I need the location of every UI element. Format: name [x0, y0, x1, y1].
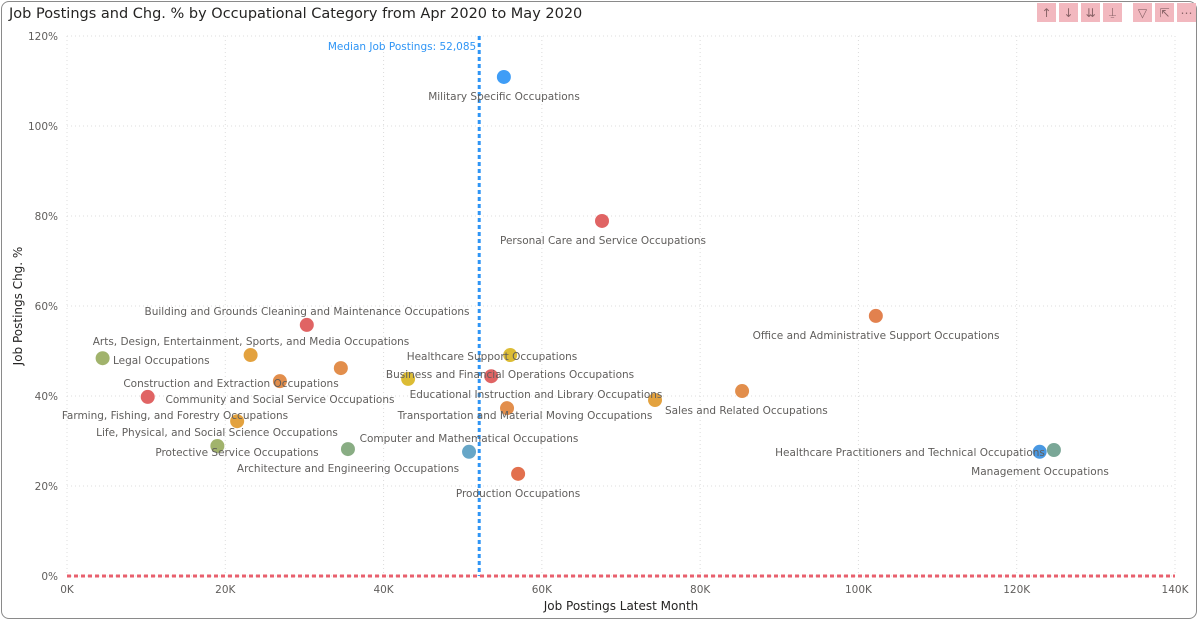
x-tick-label: 100K — [845, 584, 873, 596]
data-point[interactable] — [503, 348, 518, 363]
y-tick-label: 40% — [35, 391, 58, 403]
data-point[interactable] — [462, 444, 477, 459]
y-axis-title: Job Postings Chg. % — [11, 247, 25, 367]
data-label: Legal Occupations — [113, 355, 210, 367]
data-point[interactable] — [511, 466, 526, 481]
data-label: Production Occupations — [456, 488, 580, 500]
data-label: Educational Instruction and Library Occu… — [410, 389, 663, 401]
more-options-icon[interactable]: ⋯ — [1177, 3, 1196, 22]
data-label: Building and Grounds Cleaning and Mainte… — [144, 306, 469, 318]
data-label: Healthcare Practitioners and Technical O… — [775, 447, 1045, 459]
data-point[interactable] — [333, 361, 348, 376]
data-label: Transportation and Material Moving Occup… — [397, 410, 653, 422]
data-point[interactable] — [868, 308, 883, 323]
data-point[interactable] — [299, 317, 314, 332]
focus-mode-icon[interactable]: ⇱ — [1155, 3, 1174, 22]
x-tick-label: 120K — [1003, 584, 1031, 596]
data-point[interactable] — [496, 69, 511, 84]
data-point[interactable] — [735, 384, 750, 399]
x-tick-label: 80K — [690, 584, 711, 596]
expand-hierarchy-icon[interactable]: ⍊ — [1103, 3, 1122, 22]
data-point[interactable] — [595, 213, 610, 228]
data-label: Business and Financial Operations Occupa… — [386, 369, 634, 381]
data-point[interactable] — [401, 371, 416, 386]
x-tick-label: 60K — [532, 584, 553, 596]
data-point[interactable] — [340, 442, 355, 457]
data-label: Arts, Design, Entertainment, Sports, and… — [93, 336, 410, 348]
y-tick-label: 60% — [35, 301, 58, 313]
data-label: Personal Care and Service Occupations — [500, 235, 706, 247]
y-tick-label: 100% — [28, 121, 58, 133]
data-point[interactable] — [272, 374, 287, 389]
data-label: Protective Service Occupations — [155, 447, 318, 459]
y-tick-label: 20% — [35, 481, 58, 493]
double-arrow-down-icon[interactable]: ⇊ — [1081, 3, 1100, 22]
arrow-down-icon[interactable]: ↓ — [1059, 3, 1078, 22]
data-label: Construction and Extraction Occupations — [123, 378, 338, 390]
chart-title: Job Postings and Chg. % by Occupational … — [9, 6, 583, 22]
x-tick-label: 0K — [60, 584, 75, 596]
median-reference-label: Median Job Postings: 52,085 — [328, 41, 476, 53]
x-tick-label: 20K — [215, 584, 236, 596]
data-label: Military Specific Occupations — [428, 91, 580, 103]
data-point[interactable] — [1032, 444, 1047, 459]
data-point[interactable] — [484, 369, 499, 384]
filter-icon[interactable]: ▽ — [1133, 3, 1152, 22]
data-point[interactable] — [648, 393, 663, 408]
data-label: Healthcare Support Occupations — [407, 351, 578, 363]
x-axis-title: Job Postings Latest Month — [543, 599, 699, 613]
data-point[interactable] — [210, 438, 225, 453]
data-label: Computer and Mathematical Occupations — [360, 433, 579, 445]
y-tick-label: 80% — [35, 211, 58, 223]
visual-header-toolbar: ↑ ↓ ⇊ ⍊ ▽ ⇱ ⋯ — [1037, 3, 1196, 22]
data-point[interactable] — [243, 348, 258, 363]
data-point[interactable] — [500, 401, 515, 416]
data-point[interactable] — [140, 389, 155, 404]
data-label: Sales and Related Occupations — [665, 405, 828, 417]
data-point[interactable] — [1046, 443, 1061, 457]
data-point[interactable] — [95, 351, 110, 366]
data-label: Farming, Fishing, and Forestry Occupatio… — [62, 410, 288, 422]
arrow-up-icon[interactable]: ↑ — [1037, 3, 1056, 22]
x-tick-label: 140K — [1162, 584, 1190, 596]
data-label: Office and Administrative Support Occupa… — [753, 330, 1000, 342]
data-label: Architecture and Engineering Occupations — [237, 463, 459, 475]
data-label: Life, Physical, and Social Science Occup… — [96, 427, 338, 439]
data-label: Community and Social Service Occupations — [166, 394, 395, 406]
y-tick-label: 120% — [28, 31, 58, 43]
data-label: Management Occupations — [971, 466, 1109, 478]
x-tick-label: 40K — [373, 584, 394, 596]
y-tick-label: 0% — [41, 571, 58, 583]
data-point[interactable] — [230, 414, 245, 429]
